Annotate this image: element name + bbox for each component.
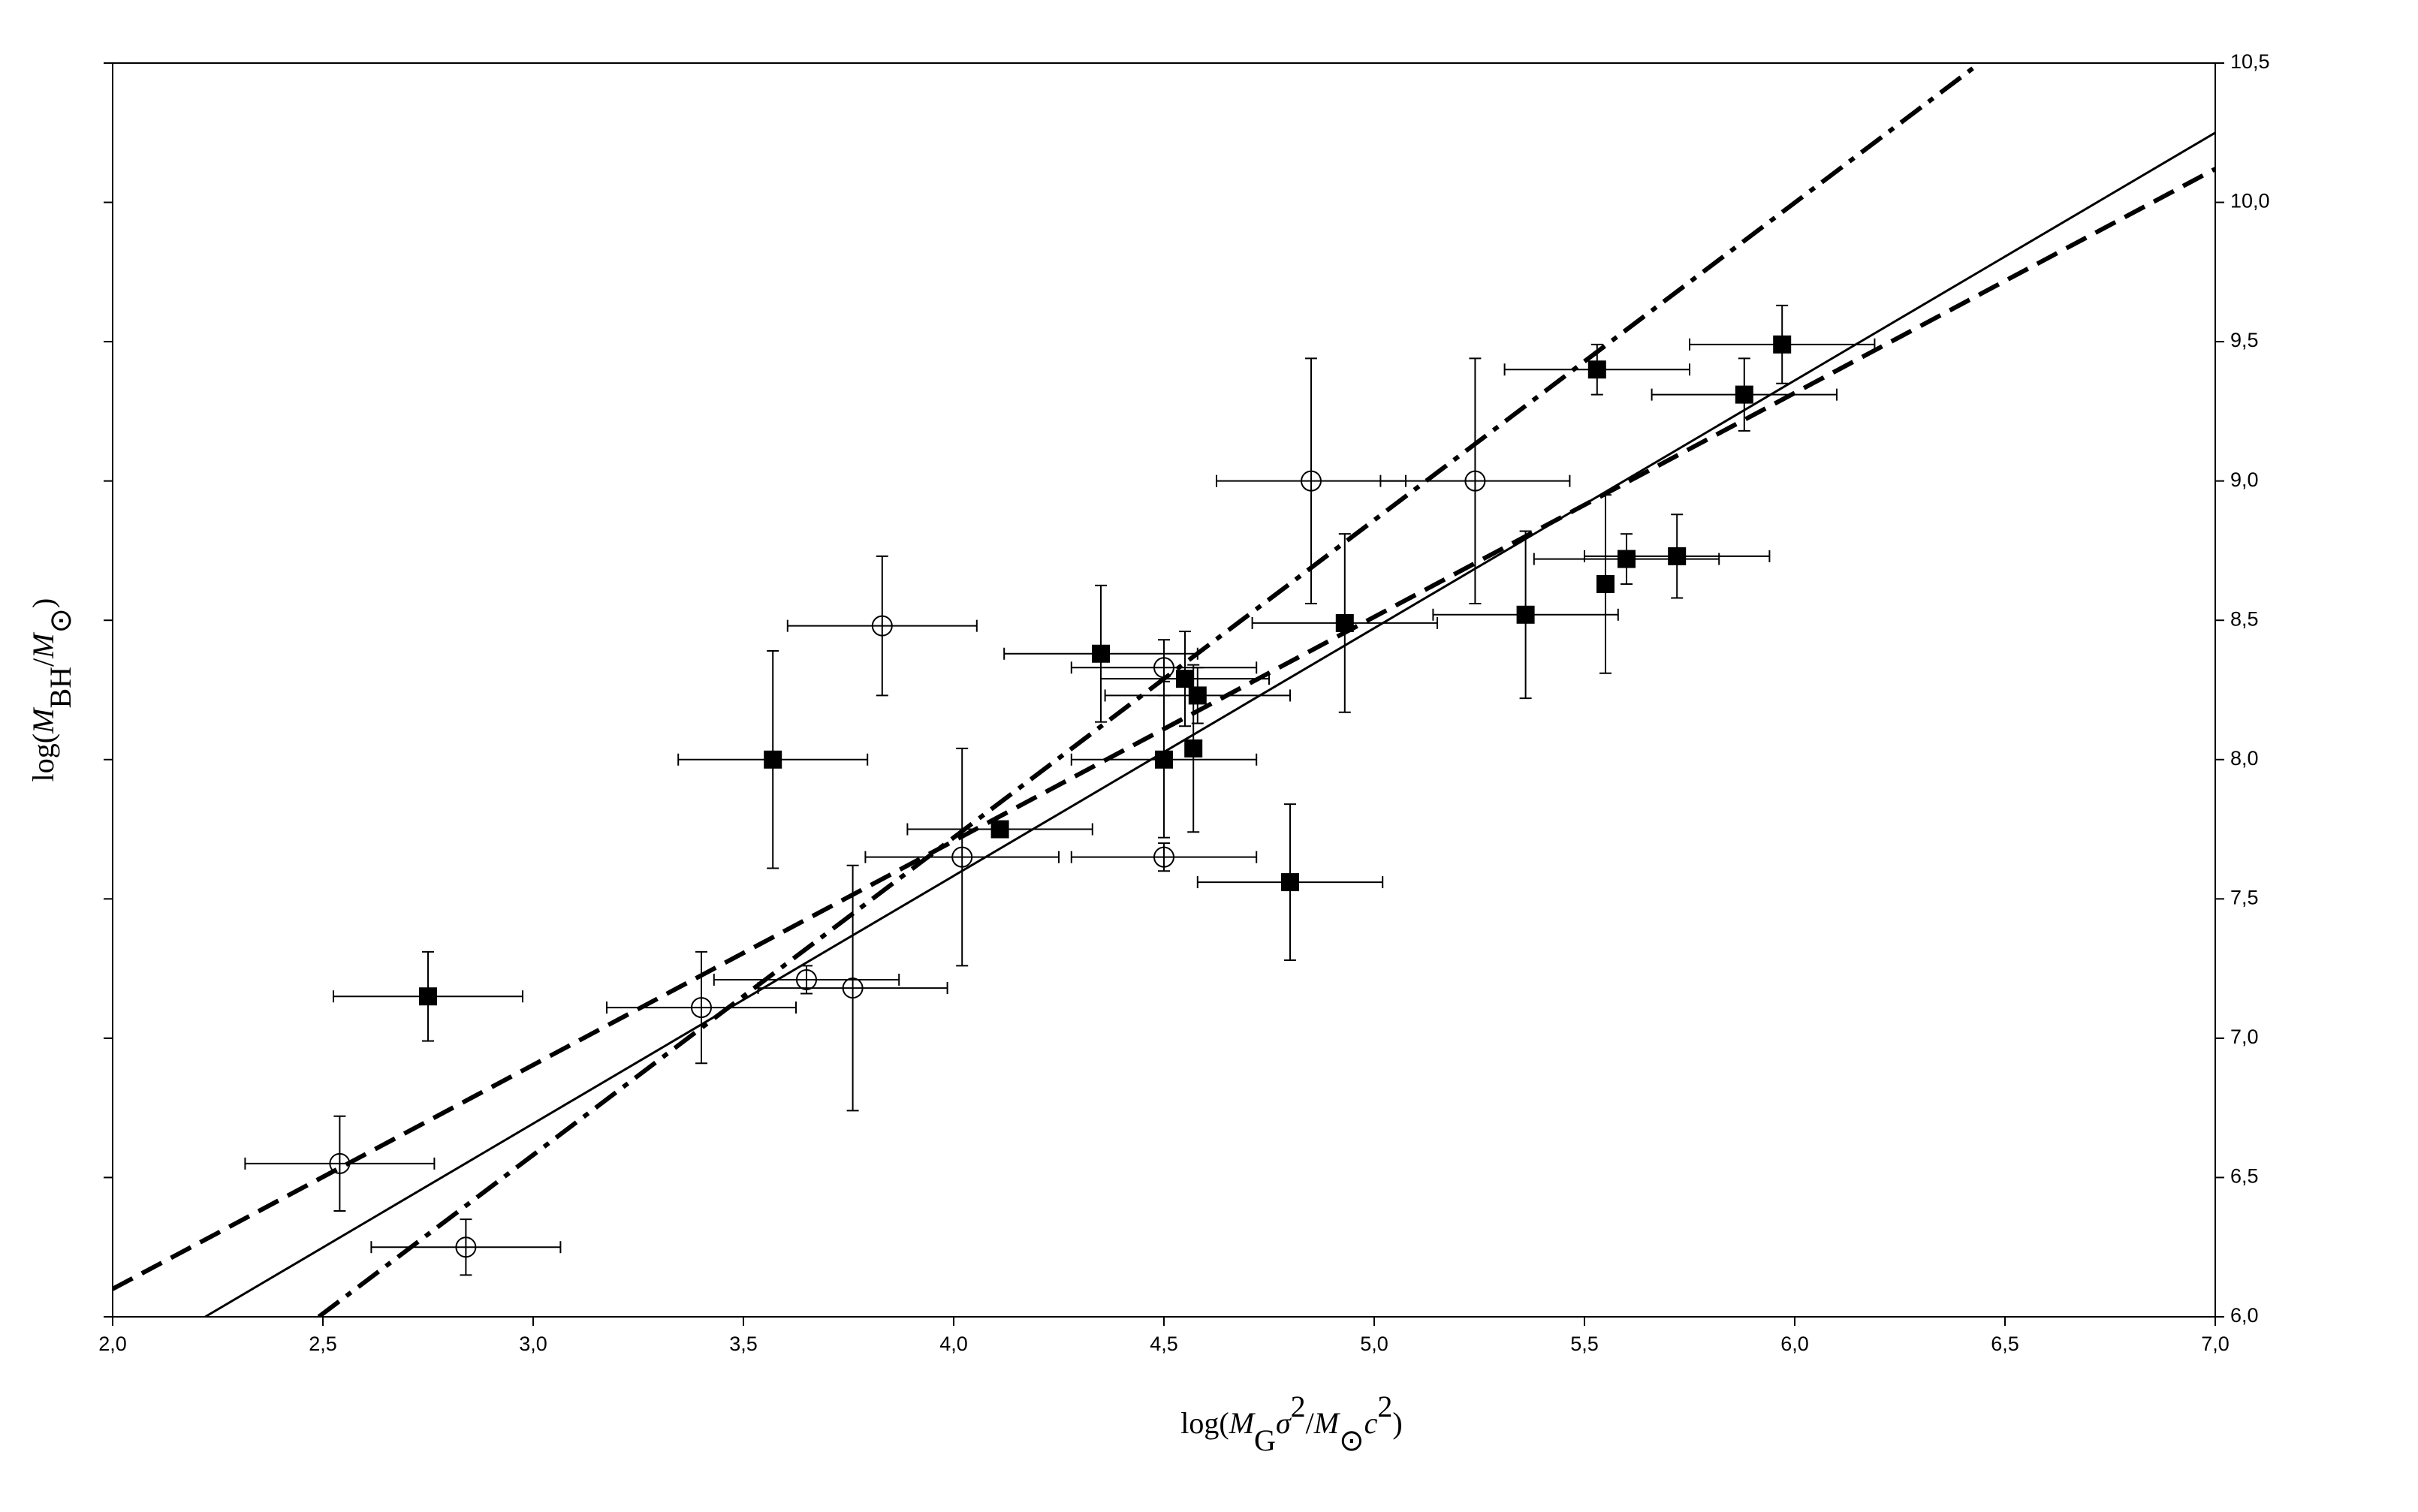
y-tick-label: 10,0 [2230,190,2270,212]
x-axis-label: log(MGσ2/M⊙c2) [1180,1390,1402,1457]
point [1155,750,1173,769]
point [1281,873,1299,892]
x-tick-label: 5,0 [1360,1333,1388,1355]
y-tick-label: 9,5 [2230,329,2259,351]
y-error-bar [846,864,859,1112]
axis-label-part: ) [26,598,60,608]
point [1668,547,1687,565]
axis-label-part: ⊙ [1339,1423,1364,1457]
y-tick-label: 8,0 [2230,747,2259,770]
axis-label-part: log [1180,1406,1219,1440]
axis-label-part: σ [1276,1406,1292,1440]
y-error-bar [695,950,707,1065]
point [1596,574,1615,593]
axis-label-part: 2 [1291,1390,1306,1423]
point [1773,335,1792,354]
axis-label-part: / [26,658,60,667]
y-axis-label: log(MBH/M⊙) [26,598,77,782]
x-tick-label: 5,5 [1570,1333,1599,1355]
point [871,615,893,637]
y-tick-label: 7,0 [2230,1026,2259,1048]
point [796,968,817,990]
point [1335,613,1354,632]
x-tick-label: 3,5 [729,1333,758,1355]
axis-label-part: ( [1219,1406,1229,1440]
point [990,820,1009,839]
y-tick-label: 10,5 [2230,50,2270,73]
point [455,1236,477,1258]
fit-line [317,63,1982,1317]
point [1153,657,1174,679]
x-tick-label: 2,5 [309,1333,337,1355]
point [1464,470,1486,492]
axis-label-part: G [1254,1423,1276,1457]
y-tick-label: 6,5 [2230,1165,2259,1188]
y-error-bar [876,555,888,697]
point [1092,644,1110,663]
point [1587,360,1606,379]
y-tick-label: 7,5 [2230,886,2259,908]
axis-label-part: M [26,631,60,659]
point [1153,846,1174,868]
axis-label-part: M [1313,1406,1341,1440]
y-error-bar [1158,639,1170,697]
axis-label-part: M [26,706,60,734]
y-error-bar [333,1115,346,1212]
point [1301,470,1322,492]
point [1188,686,1207,705]
y-tick-label: 6,0 [2230,1304,2259,1327]
point [1516,605,1535,624]
x-tick-label: 4,5 [1150,1333,1178,1355]
y-error-bar [460,1218,472,1276]
point [419,987,437,1006]
point [842,977,864,999]
axis-label-part: 2 [1377,1390,1392,1423]
point [951,846,973,868]
axis-label-part: / [1306,1406,1315,1440]
axis-label-part: BH [44,667,77,709]
point [764,750,782,769]
axis-label-part: ) [1392,1406,1402,1440]
x-tick-label: 6,5 [1991,1333,2019,1355]
x-tick-label: 7,0 [2201,1333,2230,1355]
x-tick-label: 4,0 [939,1333,968,1355]
x-tick-label: 6,0 [1780,1333,1809,1355]
point [691,997,712,1019]
point [1176,670,1194,688]
y-tick-label: 8,5 [2230,607,2259,630]
x-tick-label: 2,0 [98,1333,127,1355]
axis-label-part: ( [26,733,60,743]
axis-label-part: M [1229,1406,1256,1440]
axis-label-part: log [26,743,60,782]
point [1184,739,1203,758]
fit-line [204,131,2215,1317]
point [1618,550,1636,568]
axis-label-part: c [1364,1406,1378,1440]
y-error-bar [1469,357,1482,604]
y-error-bar [956,747,969,967]
axis-label-part: ⊙ [44,608,77,634]
point [1735,385,1753,404]
y-tick-label: 9,0 [2230,468,2259,491]
x-tick-label: 3,0 [519,1333,547,1355]
point [329,1152,351,1174]
y-error-bar [1305,357,1317,604]
